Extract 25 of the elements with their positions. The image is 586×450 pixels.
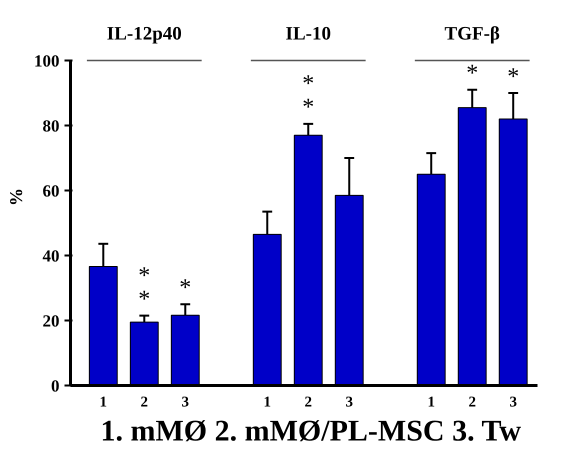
data-label: *: [507, 64, 520, 90]
y-tick-label: 100: [34, 52, 60, 70]
x-axis-title: 1. mMØ 2. mMØ/PL-MSC 3. Tw: [100, 414, 522, 448]
x-tick-label: IL-12p40: [106, 24, 182, 44]
y-tick-label: 60: [42, 182, 60, 200]
data-label: *: [466, 60, 478, 86]
data-label: * *: [138, 262, 150, 312]
text: 3: [345, 394, 353, 410]
y-tick-label: 0: [51, 376, 60, 396]
y-tick-label: 40: [42, 246, 60, 266]
data-label: * *: [302, 71, 314, 121]
text: 1: [264, 394, 272, 410]
series-label: 1: [100, 394, 108, 410]
y-tick-label: 80: [42, 116, 60, 136]
text: 3: [509, 394, 517, 410]
text: 1: [427, 394, 435, 410]
text: 2: [468, 394, 476, 410]
y-tick-label: 20: [42, 312, 60, 330]
y-axis-title: %: [6, 188, 26, 206]
series-label: 3: [182, 394, 190, 410]
text: 2: [304, 394, 312, 410]
data-label: *: [179, 275, 192, 301]
x-tick-label: IL-10: [286, 24, 331, 44]
x-tick-label: TGF-β: [444, 24, 500, 44]
series-label: 2: [140, 394, 148, 410]
